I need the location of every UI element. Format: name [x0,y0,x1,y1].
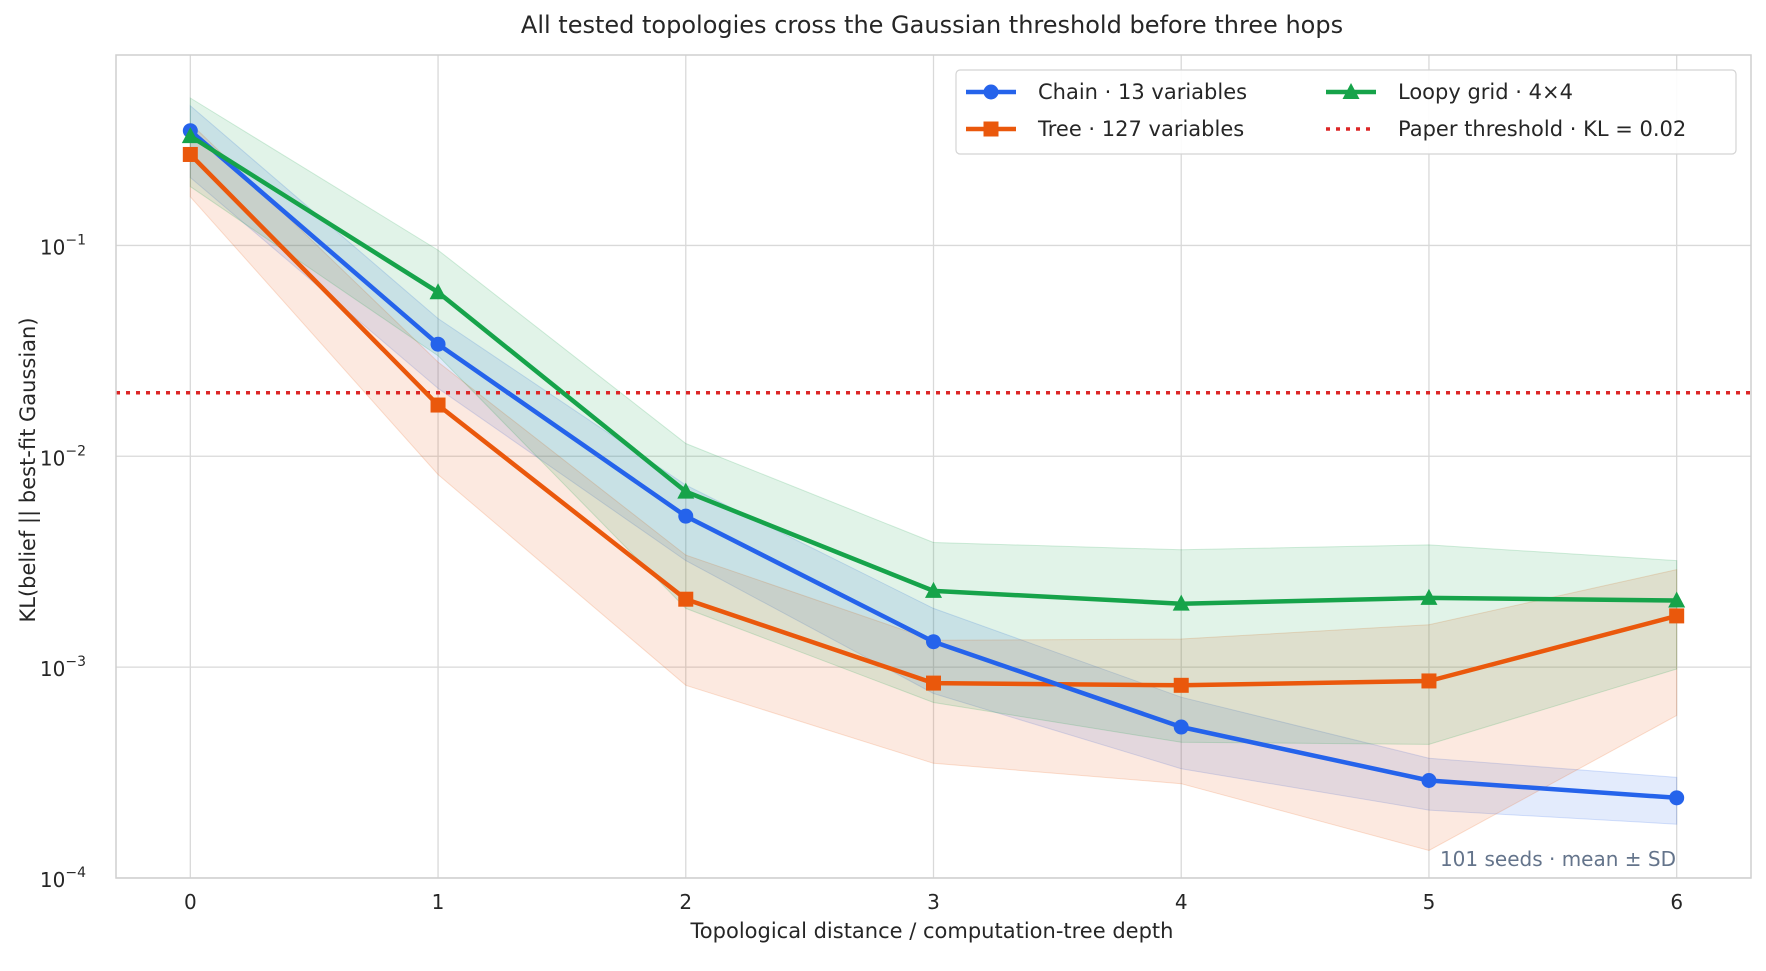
chart-title: All tested topologies cross the Gaussian… [521,11,1343,39]
data-point-series-0 [678,508,694,524]
data-point-series-2 [925,581,942,598]
y-tick-mantissa: 10 [40,868,65,892]
annotation-seeds: 101 seeds · mean ± SD [1440,847,1676,871]
y-tick-exponent: −1 [65,232,86,248]
data-point-series-1 [926,675,941,691]
legend-label: Loopy grid · 4×4 [1398,80,1573,104]
legend-swatch-marker [1342,83,1360,99]
data-point-series-0 [1421,772,1437,788]
data-point-series-1 [182,146,198,162]
legend-entry: Loopy grid · 4×4 [1326,80,1573,104]
legend-swatch-marker [983,121,999,137]
y-tick-mantissa: 10 [40,657,65,681]
legend-swatch-marker [983,84,999,100]
y-tick-label: 10−4 [40,865,86,892]
data-point-series-2 [1172,594,1190,611]
legend-label: Chain · 13 variables [1038,80,1247,104]
y-tick-exponent: −4 [65,865,86,881]
plot-frame [115,54,1752,879]
legend-label: Paper threshold · KL = 0.02 [1398,117,1686,141]
x-axis-label: Topological distance / computation-tree … [690,919,1174,943]
sd-band-series-1 [189,122,1678,852]
x-tick-label: 1 [432,890,445,914]
data-point-series-1 [1421,673,1437,689]
x-tick-label: 5 [1423,890,1436,914]
plot-area [115,54,1752,879]
x-tick-label: 4 [1175,890,1188,914]
y-tick-label: 10−3 [40,654,86,681]
series-0 [182,123,1685,806]
x-tick-label: 6 [1670,890,1683,914]
y-tick-exponent: −3 [65,654,86,670]
series-lines [181,123,1686,806]
sd-band-series-2 [189,97,1678,745]
legend-entry: Paper threshold · KL = 0.02 [1326,117,1686,141]
legend: Chain · 13 variables Tree · 127 variables… [955,69,1737,155]
data-point-series-2 [677,482,695,499]
y-tick-mantissa: 10 [40,235,65,259]
legend-entry: Chain · 13 variables [966,80,1247,104]
legend-label: Tree · 127 variables [1037,117,1244,141]
data-point-series-1 [430,397,446,413]
x-tick-label: 3 [927,890,940,914]
series-2 [181,127,1686,611]
data-point-series-2 [429,283,447,300]
data-point-series-2 [1420,588,1438,605]
series-1 [182,146,1685,693]
legend-box [955,69,1737,155]
data-point-series-1 [1669,608,1685,624]
y-tick-labels: 10−110−210−310−4 [40,232,86,892]
data-point-series-1 [1173,677,1189,693]
data-point-series-1 [678,591,694,607]
y-tick-label: 10−2 [40,443,86,470]
x-tick-labels: 0 1 2 3 4 5 6 [184,890,1683,914]
data-point-series-0 [1173,719,1189,735]
x-tick-label: 2 [679,890,692,914]
legend-entry: Tree · 127 variables [966,117,1244,141]
data-point-series-2 [181,127,199,144]
y-tick-mantissa: 10 [40,446,65,470]
data-point-series-0 [1669,790,1685,806]
data-point-series-0 [430,336,446,352]
x-tick-label: 0 [184,890,197,914]
data-point-series-0 [926,634,941,650]
y-axis-label: KL(belief || best-fit Gaussian) [16,317,41,622]
y-tick-label: 10−1 [40,232,86,259]
data-point-series-2 [1668,591,1686,608]
y-tick-exponent: −2 [65,443,86,459]
